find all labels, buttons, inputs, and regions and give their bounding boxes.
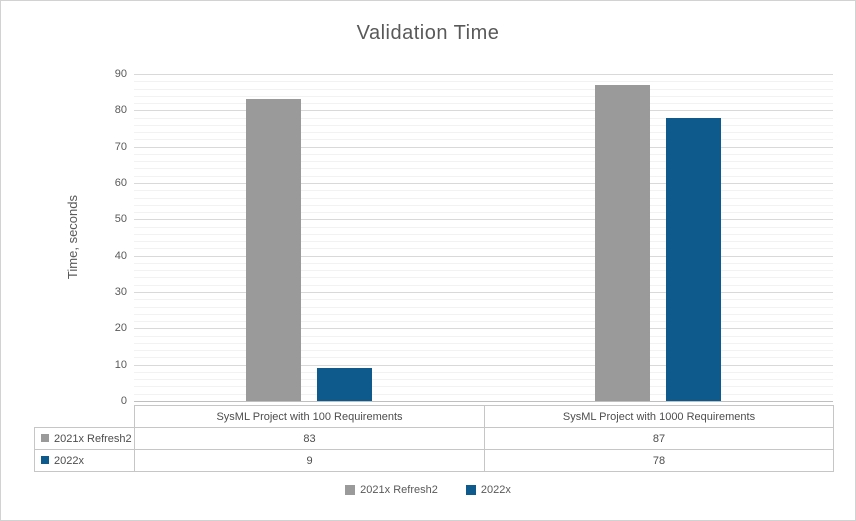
major-gridline xyxy=(134,328,833,329)
table-category-header: SysML Project with 100 Requirements xyxy=(134,405,485,428)
y-tick-label: 30 xyxy=(114,286,127,298)
y-tick-label: 70 xyxy=(114,140,127,153)
major-gridline xyxy=(134,74,833,75)
minor-gridline xyxy=(134,125,833,126)
minor-gridline xyxy=(134,248,833,249)
minor-gridline xyxy=(134,212,833,213)
minor-gridline xyxy=(134,299,833,300)
minor-gridline xyxy=(134,277,833,278)
major-gridline xyxy=(134,292,833,293)
plot-area xyxy=(134,74,833,402)
minor-gridline xyxy=(134,336,833,337)
minor-gridline xyxy=(134,161,833,162)
major-gridline xyxy=(134,110,833,111)
y-axis-title: Time, seconds xyxy=(61,74,83,401)
minor-gridline xyxy=(134,96,833,97)
legend-item-2021x-refresh2: 2021x Refresh2 xyxy=(345,484,438,496)
series-swatch-icon xyxy=(41,455,49,464)
minor-gridline xyxy=(134,307,833,308)
minor-gridline xyxy=(134,139,833,140)
legend-label: 2022x xyxy=(480,484,511,496)
minor-gridline xyxy=(134,314,833,315)
minor-gridline xyxy=(134,263,833,264)
bar-2021x-refresh2-cat2 xyxy=(595,85,650,401)
data-table: SysML Project with 100 Requirements SysML… xyxy=(34,405,834,472)
minor-gridline xyxy=(134,350,833,351)
y-tick-label: 80 xyxy=(114,104,127,117)
series-swatch-icon xyxy=(41,433,49,442)
table-row: 2021x Refresh2 83 87 xyxy=(34,427,834,450)
minor-gridline xyxy=(134,176,833,177)
minor-gridline xyxy=(134,118,833,119)
minor-gridline xyxy=(134,103,833,104)
table-category-header: SysML Project with 1000 Requirements xyxy=(484,405,834,428)
minor-gridline xyxy=(134,321,833,322)
y-tick-label: 10 xyxy=(114,358,127,371)
data-table-wrap: SysML Project with 100 Requirements SysML… xyxy=(34,405,834,472)
minor-gridline xyxy=(134,379,833,380)
chart-title: Validation Time xyxy=(356,22,500,44)
y-tick-label: 0 xyxy=(120,395,127,407)
minor-gridline xyxy=(134,132,833,133)
table-value-cell: 83 xyxy=(134,427,485,450)
minor-gridline xyxy=(134,154,833,155)
minor-gridline xyxy=(134,241,833,242)
minor-gridline xyxy=(134,372,833,373)
major-gridline xyxy=(134,183,833,184)
y-tick-label: 50 xyxy=(114,213,127,226)
table-series-label: 2022x xyxy=(34,449,135,472)
legend-item-2022x: 2022x xyxy=(465,484,511,496)
table-value-cell: 78 xyxy=(484,449,834,472)
major-gridline xyxy=(134,256,833,257)
table-corner-cell xyxy=(35,406,135,428)
minor-gridline xyxy=(134,386,833,387)
minor-gridline xyxy=(134,234,833,235)
minor-gridline xyxy=(134,357,833,358)
minor-gridline xyxy=(134,343,833,344)
bar-2022x-cat1 xyxy=(317,368,372,401)
y-tick-label: 40 xyxy=(114,249,127,262)
major-gridline xyxy=(134,365,833,366)
y-tick-label: 60 xyxy=(114,177,127,189)
bar-2021x-refresh2-cat1 xyxy=(246,99,301,401)
y-tick-label: 90 xyxy=(114,68,127,80)
minor-gridline xyxy=(134,285,833,286)
minor-gridline xyxy=(134,198,833,199)
table-header-row: SysML Project with 100 Requirements SysML… xyxy=(35,405,834,428)
legend-swatch-icon xyxy=(465,485,476,495)
minor-gridline xyxy=(134,394,833,395)
data-table-body: SysML Project with 100 Requirements SysML… xyxy=(34,405,834,472)
legend: 2021x Refresh2 2022x xyxy=(1,484,855,496)
minor-gridline xyxy=(134,227,833,228)
minor-gridline xyxy=(134,89,833,90)
minor-gridline xyxy=(134,168,833,169)
x-axis-line xyxy=(134,401,833,402)
table-series-label: 2021x Refresh2 xyxy=(34,427,135,450)
legend-label: 2021x Refresh2 xyxy=(360,484,438,496)
minor-gridline xyxy=(134,270,833,271)
minor-gridline xyxy=(134,205,833,206)
legend-swatch-icon xyxy=(345,485,356,495)
table-value-cell: 87 xyxy=(484,427,834,450)
bar-2022x-cat2 xyxy=(666,118,721,401)
y-axis-title-text: Time, seconds xyxy=(64,195,80,280)
table-row: 2022x 9 78 xyxy=(34,449,834,472)
major-gridline xyxy=(134,219,833,220)
major-gridline xyxy=(134,147,833,148)
minor-gridline xyxy=(134,81,833,82)
table-value-cell: 9 xyxy=(134,449,485,472)
minor-gridline xyxy=(134,190,833,191)
y-tick-label: 20 xyxy=(114,322,127,335)
